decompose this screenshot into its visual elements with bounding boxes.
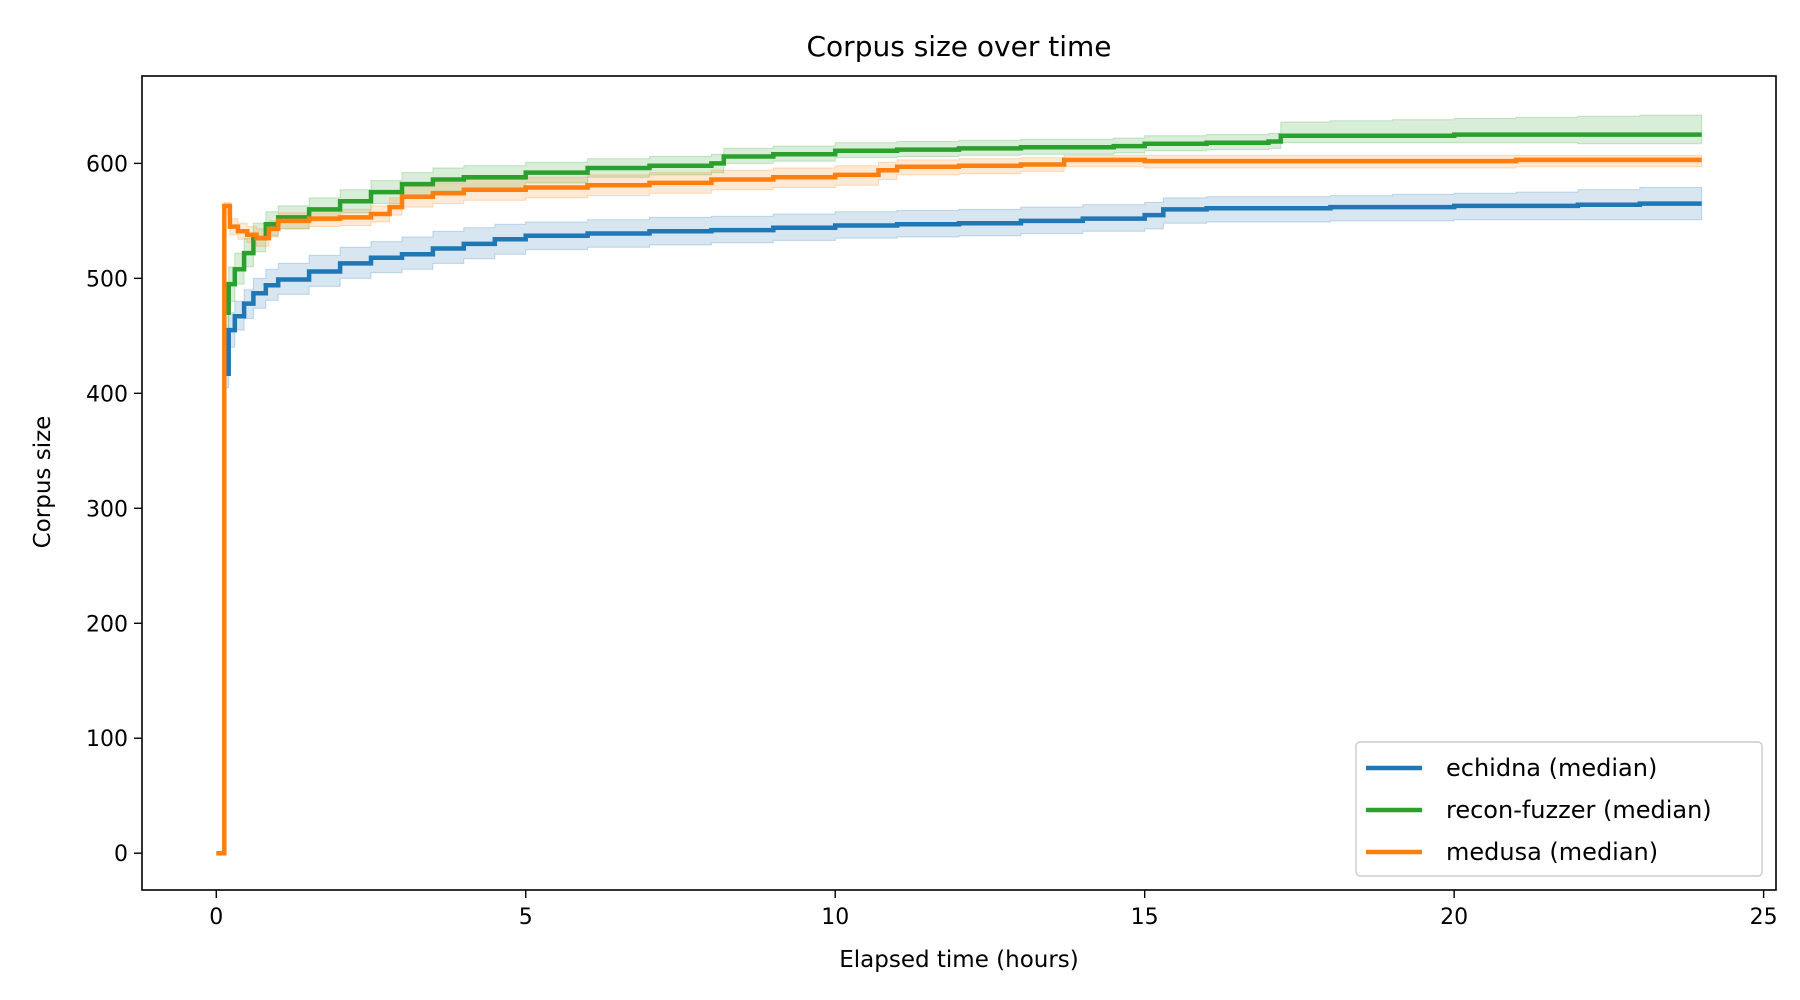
x-tick-label: 5 [519,905,533,930]
x-tick-label: 25 [1750,905,1778,930]
x-axis: 0 5 10 15 20 25 [209,890,1778,930]
series-band-2 [216,154,1703,854]
series-line-0 [225,201,1702,377]
legend-box [1355,741,1763,877]
chart-title: Corpus size over time [807,30,1112,63]
y-axis-label: Corpus size [30,416,56,549]
x-tick-label: 15 [1131,905,1159,930]
y-tick-label: 600 [86,152,128,177]
axes-frame [141,75,1777,891]
y-tick-label: 300 [86,497,128,522]
series-line-2 [216,157,1702,856]
y-axis: 0 100 200 300 400 500 600 [86,152,142,867]
x-axis-label: Elapsed time (hours) [839,947,1079,973]
legend-label-2: medusa (median) [1446,838,1658,866]
y-tick-label: 500 [86,267,128,292]
plot-area [216,113,1703,856]
legend: echidna (median) recon-fuzzer (median) med… [1355,741,1763,877]
legend-label-1: recon-fuzzer (median) [1446,796,1712,824]
series-line-1 [225,132,1702,316]
legend-label-0: echidna (median) [1446,754,1657,782]
y-tick-label: 400 [86,382,128,407]
series-band-0 [225,186,1703,389]
y-tick-label: 0 [114,842,128,867]
x-tick-label: 20 [1440,905,1468,930]
x-tick-label: 10 [821,905,849,930]
y-tick-label: 100 [86,727,128,752]
x-tick-label: 0 [209,905,223,930]
y-tick-label: 200 [86,612,128,637]
